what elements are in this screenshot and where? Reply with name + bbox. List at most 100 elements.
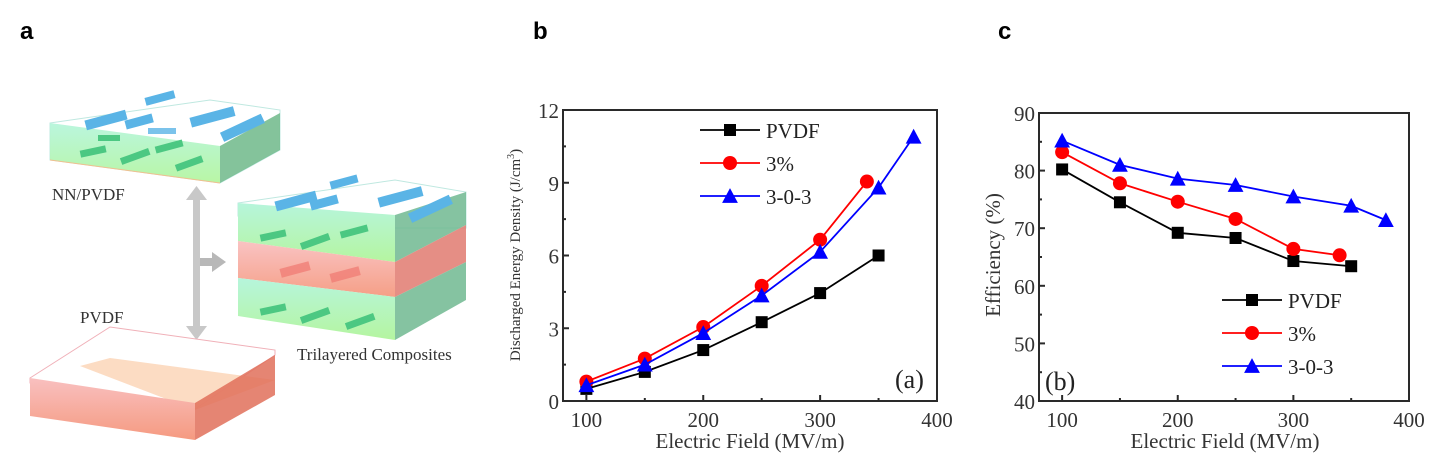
- trilayer-layer-2: [238, 241, 395, 297]
- particle-icon: [259, 303, 287, 316]
- data-point: [1112, 176, 1127, 191]
- legend-label: 3-0-3: [1288, 355, 1334, 379]
- particle-icon: [154, 139, 184, 154]
- legend-label: PVDF: [1288, 289, 1342, 313]
- legend: PVDF 3% 3-0-3: [700, 119, 820, 209]
- particle-icon: [124, 113, 154, 130]
- layer-schematic: NN/PVDF Trilayered Composites PVDF: [29, 90, 467, 440]
- particle-icon: [148, 128, 176, 134]
- series-3-0-3: [578, 128, 922, 393]
- y-axis-label-sup: 3: [506, 154, 517, 159]
- particle-icon: [299, 307, 331, 324]
- particle-icon: [259, 229, 287, 242]
- legend-marker: [722, 188, 738, 203]
- particle-icon: [339, 224, 369, 239]
- particle-icon: [329, 266, 361, 283]
- y-tick-label: 60: [1014, 275, 1035, 299]
- x-tick-label: 400: [1393, 408, 1425, 432]
- legend-label: 3%: [1288, 322, 1316, 346]
- panel-label-b: b: [533, 18, 548, 45]
- nn-pvdf-side-face: [220, 113, 280, 183]
- particle-icon: [219, 113, 265, 142]
- particle-icon: [309, 194, 339, 211]
- y-tick-label: 9: [549, 172, 560, 196]
- x-tick-label: 300: [804, 408, 836, 432]
- trilayer-side-1: [395, 192, 466, 262]
- trilayer-block: [237, 174, 467, 340]
- data-point: [1286, 241, 1301, 256]
- inset-label: (b): [1045, 367, 1075, 396]
- particle-icon: [344, 313, 376, 330]
- efficiency-chart: 100 200 300 400 40 50 60 70 80 90 PVDF 3% 3-0-3 (b)…: [981, 102, 1425, 453]
- series-3-0-3: [1054, 132, 1394, 228]
- nn-pvdf-edge: [49, 159, 221, 184]
- pvdf-block: [29, 326, 276, 440]
- trilayer-side-3: [395, 262, 466, 340]
- legend-marker: [1245, 326, 1259, 340]
- data-point: [1054, 132, 1071, 148]
- x-axis-label: Electric Field (MV/m): [656, 429, 845, 453]
- particle-icon: [189, 106, 236, 128]
- x-tick-label: 100: [1046, 408, 1078, 432]
- data-point: [1227, 177, 1244, 192]
- particle-icon: [274, 190, 318, 212]
- inset-label: (a): [895, 365, 924, 394]
- data-point: [1055, 145, 1070, 160]
- series-pvdf: [580, 249, 885, 395]
- data-point: [1229, 231, 1242, 244]
- pvdf-side-face: [195, 355, 275, 440]
- data-point: [1377, 212, 1394, 228]
- data-point: [814, 287, 827, 300]
- data-point: [697, 344, 710, 357]
- data-point: [636, 356, 653, 372]
- legend-marker: [723, 156, 737, 170]
- data-point: [1345, 260, 1358, 273]
- y-tick-label: 50: [1014, 332, 1035, 356]
- data-point: [870, 179, 887, 195]
- data-point: [1285, 188, 1302, 204]
- particle-icon: [279, 261, 311, 278]
- data-point: [754, 278, 769, 293]
- x-tick-label: 400: [921, 408, 953, 432]
- legend: PVDF 3% 3-0-3: [1222, 289, 1342, 379]
- series-line: [586, 136, 915, 387]
- particle-icon: [407, 194, 453, 223]
- particle-icon: [377, 186, 424, 208]
- particle-icon: [144, 90, 176, 106]
- data-point: [1332, 248, 1347, 263]
- data-point: [753, 287, 770, 303]
- y-tick-label: 40: [1014, 390, 1035, 414]
- data-point: [1287, 255, 1300, 268]
- series-line: [586, 254, 880, 390]
- legend-item: PVDF: [700, 119, 820, 143]
- right-arrow-icon: [200, 252, 226, 272]
- data-point: [1112, 156, 1128, 172]
- pvdf-label: PVDF: [80, 308, 123, 327]
- particle-icon: [299, 233, 331, 250]
- y-axis-label: Discharged Energy Density (J/cm3): [506, 149, 524, 361]
- data-point: [859, 174, 874, 189]
- legend-label: 3%: [766, 152, 794, 176]
- particle-icon: [84, 109, 128, 131]
- data-point: [578, 377, 595, 393]
- data-point: [905, 128, 922, 144]
- panel-label-a: a: [20, 18, 34, 45]
- series-3-: [579, 174, 874, 389]
- data-point: [1056, 163, 1069, 176]
- data-point: [1170, 194, 1185, 209]
- series-3-: [1055, 145, 1347, 263]
- y-tick-label: 0: [549, 390, 560, 414]
- plot-frame: [1038, 112, 1410, 402]
- x-tick-label: 300: [1278, 408, 1310, 432]
- y-tick-label: 12: [538, 99, 559, 123]
- data-point: [1113, 196, 1126, 209]
- data-point: [1343, 197, 1360, 213]
- legend-item: 3%: [700, 152, 794, 176]
- nn-pvdf-block: [49, 90, 281, 184]
- data-point: [872, 249, 885, 262]
- x-tick-label: 100: [571, 408, 603, 432]
- x-tick-label: 200: [1162, 408, 1194, 432]
- data-point: [755, 316, 768, 329]
- particle-icon: [98, 135, 120, 141]
- data-point: [1171, 226, 1184, 239]
